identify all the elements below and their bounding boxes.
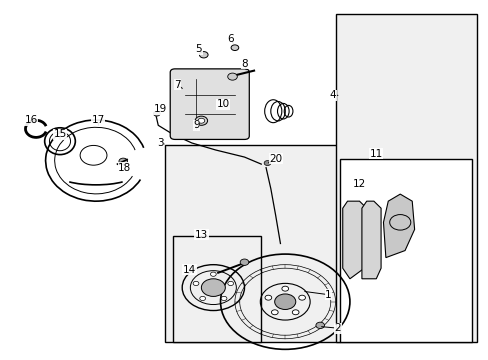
Text: 19: 19 bbox=[154, 104, 167, 114]
Circle shape bbox=[264, 295, 271, 300]
Circle shape bbox=[198, 118, 204, 123]
Polygon shape bbox=[342, 201, 366, 279]
Bar bbox=[340, 159, 471, 342]
Text: 8: 8 bbox=[241, 59, 247, 68]
Text: 5: 5 bbox=[195, 45, 202, 54]
Circle shape bbox=[264, 161, 270, 166]
Bar bbox=[172, 237, 261, 342]
Circle shape bbox=[201, 279, 225, 296]
Circle shape bbox=[240, 259, 248, 265]
Polygon shape bbox=[361, 201, 380, 279]
Circle shape bbox=[227, 73, 237, 80]
FancyBboxPatch shape bbox=[170, 69, 249, 139]
Circle shape bbox=[274, 294, 295, 310]
Text: 17: 17 bbox=[92, 115, 105, 125]
Circle shape bbox=[227, 282, 233, 285]
Text: 15: 15 bbox=[53, 129, 66, 139]
Text: 10: 10 bbox=[216, 99, 229, 109]
Circle shape bbox=[315, 322, 324, 329]
Circle shape bbox=[210, 272, 216, 276]
Circle shape bbox=[221, 296, 226, 301]
Text: 2: 2 bbox=[334, 323, 341, 333]
Circle shape bbox=[153, 111, 160, 116]
Text: 11: 11 bbox=[369, 149, 382, 158]
Text: 9: 9 bbox=[193, 120, 200, 130]
Bar bbox=[165, 145, 340, 342]
Circle shape bbox=[195, 116, 207, 125]
Text: 20: 20 bbox=[268, 154, 282, 164]
Text: 3: 3 bbox=[157, 138, 163, 148]
Text: 18: 18 bbox=[118, 163, 131, 173]
Text: 16: 16 bbox=[24, 115, 38, 125]
Text: 12: 12 bbox=[352, 179, 366, 189]
Circle shape bbox=[298, 295, 305, 300]
Text: 6: 6 bbox=[226, 34, 233, 44]
Circle shape bbox=[271, 310, 278, 315]
Circle shape bbox=[193, 282, 199, 285]
Text: 4: 4 bbox=[329, 90, 336, 100]
Circle shape bbox=[281, 286, 288, 291]
Circle shape bbox=[292, 310, 298, 315]
Circle shape bbox=[200, 296, 205, 301]
Circle shape bbox=[119, 158, 127, 165]
Text: 14: 14 bbox=[183, 265, 196, 275]
Text: 1: 1 bbox=[325, 290, 331, 300]
Text: 7: 7 bbox=[174, 80, 181, 90]
Circle shape bbox=[199, 51, 208, 58]
Circle shape bbox=[231, 45, 238, 50]
Bar bbox=[335, 14, 476, 342]
Polygon shape bbox=[383, 194, 414, 258]
Text: 13: 13 bbox=[194, 230, 207, 240]
